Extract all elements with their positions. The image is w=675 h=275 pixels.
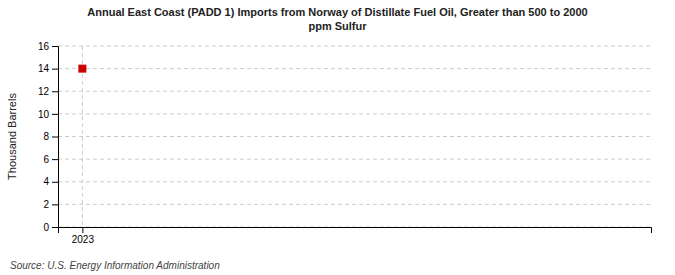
y-axis-line	[52, 47, 59, 228]
y-axis-tick: 6	[43, 154, 58, 165]
chart: Annual East Coast (PADD 1) Imports from …	[0, 0, 675, 275]
y-axis-tick-label: 8	[43, 131, 49, 142]
y-grid-line	[58, 46, 651, 47]
y-axis-tick: 14	[38, 63, 58, 74]
points	[78, 65, 86, 73]
y-axis-tick-mark	[52, 227, 58, 228]
y-axis-tick-label: 16	[38, 41, 50, 52]
y-axis-tick-label: 4	[43, 176, 49, 187]
x-grid-line	[82, 46, 83, 227]
y-grid-line	[58, 91, 651, 92]
point	[78, 65, 86, 73]
y-axis-tick-label: 14	[38, 63, 50, 74]
y-axis-title: Thousand Barrels	[6, 93, 18, 180]
plot: 2023 0 2 4 6 8 10 12 14 16	[38, 41, 652, 245]
y-axis-tick-mark	[52, 91, 58, 92]
x-axis-line	[59, 228, 652, 234]
y-axis-tick-mark	[52, 159, 58, 160]
y-grid-line	[58, 204, 651, 205]
grid	[58, 46, 651, 227]
y-grid-line	[58, 181, 651, 182]
y-axis-tick-mark	[52, 137, 58, 138]
y-axis-tick-mark	[52, 182, 58, 183]
x-axis-tick-label: 2023	[72, 234, 95, 245]
y-axis-tick-label: 10	[38, 109, 50, 120]
x-axis: 2023	[59, 227, 652, 245]
y-axis-tick-label: 0	[43, 222, 49, 233]
y-grid-line	[58, 68, 651, 69]
y-axis-tick: 8	[43, 131, 58, 142]
title-line: ppm Sulfur	[308, 20, 367, 32]
y-axis-tick: 16	[38, 41, 58, 52]
y-axis-tick-label: 6	[43, 154, 49, 165]
y-grid-line	[58, 159, 651, 160]
y-axis: 0 2 4 6 8 10 12 14 16	[38, 41, 59, 233]
y-grid-line	[58, 113, 651, 114]
y-axis-tick: 2	[43, 199, 58, 210]
y-axis-tick-mark	[52, 114, 58, 115]
title: Annual East Coast (PADD 1) Imports from …	[87, 6, 587, 32]
y-axis-tick-mark	[52, 46, 58, 47]
y-axis-tick: 12	[38, 86, 58, 97]
y-axis-tick-mark	[52, 204, 58, 205]
annotation: Source: U.S. Energy Information Administ…	[10, 260, 220, 271]
y-axis-tick-mark	[52, 69, 58, 70]
y-grid-line	[58, 136, 651, 137]
y-axis-tick-label: 12	[38, 86, 50, 97]
x-axis-tick: 2023	[72, 227, 95, 245]
y-axis-tick: 10	[38, 109, 58, 120]
y-axis-tick-label: 2	[43, 199, 49, 210]
y-axis-tick: 0	[43, 222, 58, 233]
y-axis-tick: 4	[43, 176, 58, 187]
x-axis-tick-mark	[82, 227, 83, 233]
title-line: Annual East Coast (PADD 1) Imports from …	[87, 6, 587, 18]
